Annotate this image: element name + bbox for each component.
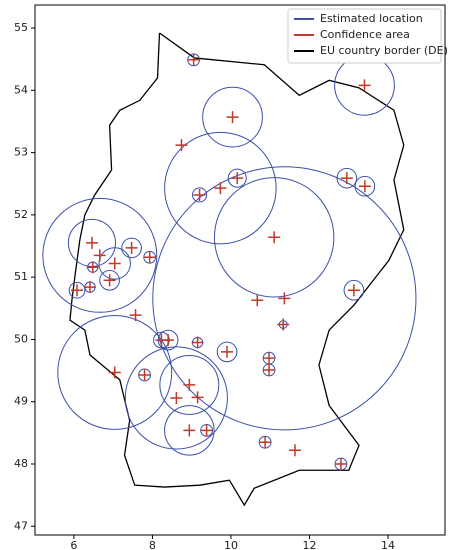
y-tick-label: 52: [14, 208, 28, 221]
legend-label: Confidence area: [320, 28, 410, 41]
estimated-location: [278, 292, 291, 305]
x-tick-label: 6: [70, 539, 77, 550]
estimated-location: [259, 436, 272, 449]
estimated-location: [191, 336, 204, 349]
x-tick-label: 12: [303, 539, 317, 550]
country-border: [69, 32, 405, 507]
confidence-circle: [227, 168, 247, 188]
estimated-location: [251, 294, 264, 307]
confidence-circle: [354, 175, 376, 197]
estimated-location: [86, 261, 99, 274]
legend-label: EU country border (DE): [320, 44, 448, 57]
estimated-location: [226, 111, 239, 124]
estimated-location: [162, 334, 175, 347]
estimated-location: [138, 368, 151, 381]
confidence-circle: [343, 279, 365, 301]
confidence-circle: [68, 281, 86, 299]
confidence-circle: [121, 237, 142, 259]
estimated-location: [191, 391, 204, 404]
x-tick-label: 10: [224, 539, 238, 550]
estimated-location: [175, 139, 188, 152]
plot-frame: [34, 4, 446, 536]
confidence-circle: [57, 315, 173, 430]
estimated-location: [108, 257, 121, 270]
confidence-circle: [336, 167, 358, 189]
estimated-location: [183, 424, 196, 437]
y-tick-label: 54: [14, 83, 28, 96]
estimated-location: [268, 231, 281, 244]
confidence-circle: [202, 86, 263, 148]
estimated-location: [277, 318, 290, 331]
y-tick-label: 50: [14, 332, 28, 345]
y-tick-label: 55: [14, 21, 28, 34]
confidence-circle: [213, 177, 335, 298]
confidence-circle: [42, 197, 158, 313]
estimated-location: [263, 363, 276, 376]
confidence-circle: [164, 405, 215, 456]
y-tick-label: 48: [14, 457, 28, 470]
estimated-location: [71, 284, 84, 297]
estimated-location: [334, 458, 347, 471]
confidence-circle: [152, 166, 417, 431]
estimated-location: [214, 182, 227, 195]
estimated-location: [170, 391, 183, 404]
confidence-circle: [159, 354, 220, 415]
estimated-location: [193, 188, 206, 201]
x-tick-label: 8: [149, 539, 156, 550]
estimated-location: [340, 172, 353, 185]
estimated-location: [221, 345, 234, 358]
legend-label: Estimated location: [320, 12, 423, 25]
estimated-location: [129, 309, 142, 322]
estimated-location: [358, 180, 371, 193]
y-tick-label: 49: [14, 395, 28, 408]
estimated-location: [125, 241, 138, 254]
confidence-circle: [98, 247, 131, 280]
estimated-location: [200, 424, 213, 437]
plot-area: [42, 32, 417, 507]
estimated-location: [347, 284, 360, 297]
estimated-location: [288, 444, 301, 457]
estimated-location: [83, 281, 96, 294]
estimated-location: [263, 352, 276, 365]
estimated-location: [143, 251, 156, 264]
confidence-circle: [216, 341, 238, 363]
estimated-location: [231, 172, 244, 185]
confidence-circle: [191, 187, 208, 203]
estimated-location: [85, 236, 98, 249]
confidence-circle: [124, 346, 228, 450]
y-tick-label: 53: [14, 146, 28, 159]
estimated-location: [358, 79, 371, 92]
legend-box: [287, 8, 442, 64]
confidence-circle: [164, 131, 277, 245]
estimated-location: [108, 366, 121, 379]
y-tick-label: 47: [14, 519, 28, 532]
estimated-location: [187, 53, 200, 66]
estimated-location: [93, 249, 106, 262]
confidence-circle: [99, 269, 120, 291]
estimated-location: [103, 274, 116, 287]
estimated-location: [183, 378, 196, 391]
y-tick-label: 51: [14, 270, 28, 283]
x-tick-label: 14: [381, 539, 395, 550]
